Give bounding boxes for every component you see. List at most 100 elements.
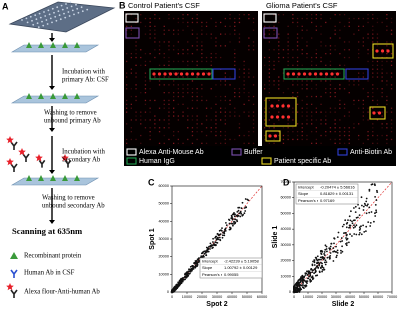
array-spot — [315, 119, 317, 121]
array-spot — [381, 76, 383, 78]
array-spot — [282, 49, 285, 51]
array-spot — [215, 123, 217, 125]
array-spot — [168, 123, 170, 125]
array-spot — [135, 119, 137, 121]
point — [313, 259, 316, 261]
array-spot — [163, 29, 165, 31]
bright-spot — [319, 72, 323, 76]
point — [208, 245, 210, 248]
array-spot — [296, 134, 299, 137]
point — [239, 210, 242, 213]
array-spot — [135, 111, 137, 113]
array-spot — [154, 37, 156, 39]
array-spot — [158, 45, 161, 47]
point — [329, 248, 331, 251]
array-spot — [248, 14, 250, 16]
image-title: Glioma Patient's CSF — [266, 1, 338, 10]
array-spot — [343, 25, 346, 27]
x-axis-label: Spot 2 — [206, 301, 227, 308]
array-spot — [173, 49, 175, 51]
slide-spot — [61, 8, 64, 11]
bright-spot — [281, 115, 285, 119]
point — [218, 236, 221, 239]
array-spot — [196, 107, 198, 109]
legend-text: Recombinant protein — [24, 253, 82, 260]
point — [367, 203, 369, 206]
y-tick-label: 10000 — [280, 274, 291, 278]
array-spot — [376, 111, 379, 113]
array-spot — [329, 60, 332, 63]
array-spot — [196, 138, 198, 141]
array-spot — [149, 134, 151, 137]
array-spot — [234, 21, 236, 24]
array-spot — [238, 14, 241, 16]
array-spot — [362, 107, 364, 109]
x-tick-label: 40000 — [227, 295, 238, 299]
point — [299, 278, 302, 281]
y-tick-label: 20000 — [158, 255, 169, 259]
point — [324, 254, 326, 257]
array-spot — [234, 138, 236, 141]
slide-spot — [36, 22, 39, 25]
array-spot — [386, 14, 388, 16]
point — [200, 252, 203, 255]
point — [361, 204, 363, 207]
array-spot — [154, 127, 156, 129]
array-spot — [224, 115, 226, 117]
array-spot — [126, 25, 128, 27]
point — [299, 280, 302, 282]
bright-spot — [281, 104, 285, 108]
array-spot — [348, 111, 350, 113]
array-spot — [325, 115, 327, 117]
array-spot — [339, 99, 341, 102]
array-spot — [210, 56, 212, 59]
array-spot — [296, 45, 299, 47]
array-spot — [149, 88, 151, 90]
point — [224, 230, 227, 232]
point — [365, 230, 367, 233]
array-spot — [390, 119, 393, 121]
point — [353, 207, 355, 209]
array-spot — [339, 29, 341, 31]
point — [341, 225, 344, 228]
fluor-star — [6, 136, 14, 144]
array-spot — [311, 80, 313, 82]
array-spot — [191, 127, 194, 129]
point — [328, 247, 331, 250]
array-spot — [196, 17, 198, 20]
array-spot — [173, 84, 175, 86]
point — [305, 284, 307, 286]
array-spot — [343, 41, 346, 43]
array-spot — [268, 29, 270, 31]
array-spot — [343, 64, 346, 66]
array-spot — [386, 25, 388, 27]
array-spot — [329, 37, 332, 39]
array-spot — [358, 134, 360, 137]
array-spot — [325, 45, 327, 47]
array-spot — [372, 131, 374, 133]
array-spot — [348, 115, 350, 117]
array-spot — [325, 53, 327, 55]
array-spot — [268, 72, 270, 74]
point — [325, 248, 328, 250]
point — [297, 288, 300, 290]
point — [364, 204, 367, 207]
array-spot — [306, 29, 308, 31]
array-spot — [362, 45, 364, 47]
array-spot — [224, 123, 226, 125]
array-spot — [149, 29, 151, 31]
point — [232, 221, 235, 223]
array-spot — [201, 60, 203, 63]
array-spot — [205, 21, 208, 24]
slide-spot — [46, 23, 49, 25]
array-spot — [224, 76, 226, 78]
array-spot — [126, 84, 128, 86]
array-spot — [311, 123, 313, 125]
array-spot — [320, 33, 322, 35]
array-spot — [334, 92, 336, 94]
array-spot — [238, 123, 241, 125]
array-spot — [343, 142, 346, 144]
array-spot — [292, 138, 294, 141]
array-spot — [386, 80, 388, 82]
y-tick-label: 70000 — [280, 180, 291, 184]
